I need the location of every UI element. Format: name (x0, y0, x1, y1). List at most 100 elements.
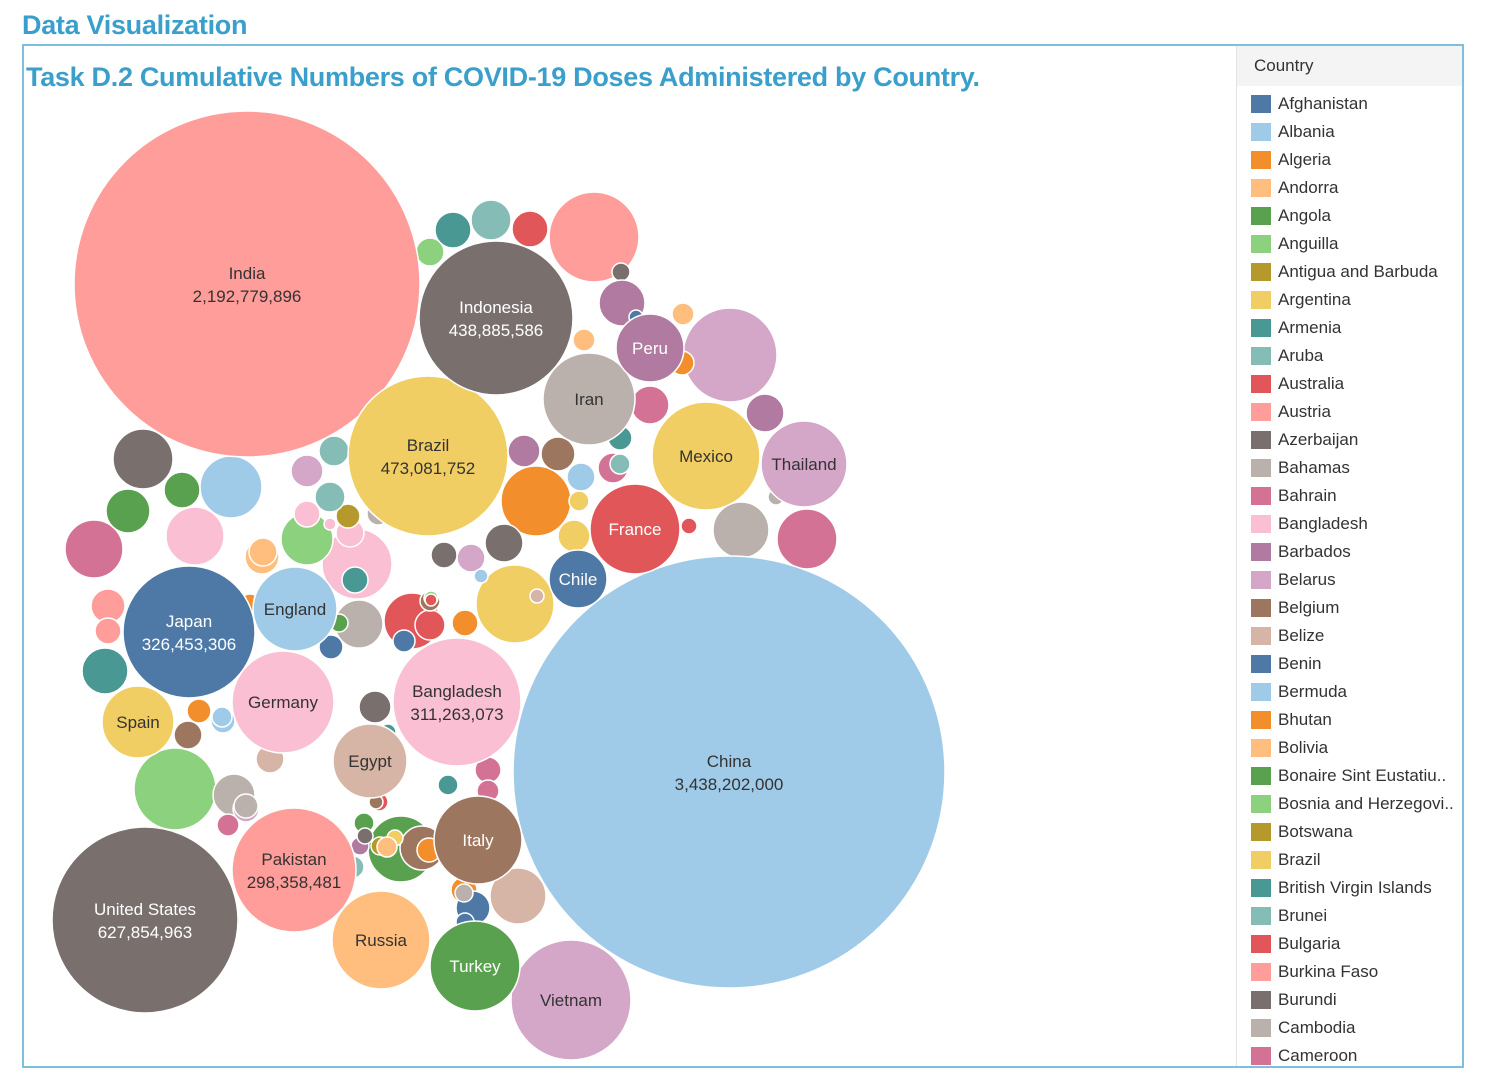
legend-item[interactable]: Cameroon (1251, 1042, 1462, 1066)
legend-item[interactable]: Bahrain (1251, 482, 1462, 510)
bubble-other[interactable] (105, 488, 151, 534)
legend-item[interactable]: Bahamas (1251, 454, 1462, 482)
legend-item[interactable]: Aruba (1251, 342, 1462, 370)
bubble-indonesia[interactable] (418, 240, 574, 396)
legend-item[interactable]: Burkina Faso (1251, 958, 1462, 986)
legend-item[interactable]: Barbados (1251, 538, 1462, 566)
bubble-germany[interactable] (231, 650, 335, 754)
bubble-other[interactable] (173, 720, 203, 750)
bubble-other[interactable] (682, 307, 778, 403)
bubble-turkey[interactable] (429, 920, 521, 1012)
bubble-pakistan[interactable] (231, 807, 357, 933)
bubble-thailand[interactable] (760, 420, 848, 508)
legend-item[interactable]: Bermuda (1251, 678, 1462, 706)
legend-item[interactable]: Anguilla (1251, 230, 1462, 258)
bubble-other[interactable] (414, 609, 446, 641)
bubble-other[interactable] (548, 191, 640, 283)
bubble-other[interactable] (392, 629, 416, 653)
bubble-other[interactable] (94, 617, 122, 645)
bubble-other[interactable] (318, 435, 350, 467)
legend-item[interactable]: Andorra (1251, 174, 1462, 202)
legend-item[interactable]: Benin (1251, 650, 1462, 678)
bubble-iran[interactable] (542, 352, 636, 446)
bubble-other[interactable] (356, 827, 374, 845)
bubble-other[interactable] (451, 609, 479, 637)
bubble-chart[interactable]: China 3,438,202,000 India 2,192,779,896 Unit… (24, 46, 1232, 1066)
bubble-other[interactable] (572, 328, 596, 352)
legend-item[interactable]: Burundi (1251, 986, 1462, 1014)
legend-item[interactable]: Brazil (1251, 846, 1462, 874)
bubble-vietnam[interactable] (510, 939, 632, 1061)
bubble-other[interactable] (484, 523, 524, 563)
legend-item[interactable]: Angola (1251, 202, 1462, 230)
bubble-other[interactable] (133, 747, 217, 831)
bubble-other[interactable] (671, 302, 695, 326)
bubble-other[interactable] (293, 500, 321, 528)
bubble-england[interactable] (252, 566, 338, 652)
bubble-other[interactable] (163, 471, 201, 509)
legend-item[interactable]: Australia (1251, 370, 1462, 398)
legend-item[interactable]: Austria (1251, 398, 1462, 426)
bubble-india[interactable] (73, 110, 421, 458)
bubble-russia[interactable] (331, 890, 431, 990)
bubble-other[interactable] (609, 453, 631, 475)
bubble-italy[interactable] (433, 795, 523, 885)
bubble-peru[interactable] (615, 313, 685, 383)
bubble-other[interactable] (745, 393, 785, 433)
bubble-other[interactable] (473, 568, 489, 584)
legend-item[interactable]: Bulgaria (1251, 930, 1462, 958)
legend-item[interactable]: Armenia (1251, 314, 1462, 342)
legend-item[interactable]: Bhutan (1251, 706, 1462, 734)
bubble-other[interactable] (112, 428, 174, 490)
legend-item[interactable]: Argentina (1251, 286, 1462, 314)
bubble-spain[interactable] (101, 685, 175, 759)
bubble-other[interactable] (318, 634, 344, 660)
bubble-other[interactable] (437, 774, 459, 796)
legend-item[interactable]: Botswana (1251, 818, 1462, 846)
bubble-other[interactable] (323, 517, 337, 531)
bubble-other[interactable] (233, 793, 259, 819)
bubble-other[interactable] (424, 593, 438, 607)
legend-item[interactable]: Afghanistan (1251, 90, 1462, 118)
bubble-other[interactable] (630, 385, 670, 425)
bubble-other[interactable] (199, 455, 263, 519)
bubble-other[interactable] (454, 883, 474, 903)
legend-item[interactable]: Bangladesh (1251, 510, 1462, 538)
bubble-other[interactable] (568, 490, 590, 512)
bubble-brazil[interactable] (347, 375, 509, 537)
bubble-chile[interactable] (548, 549, 608, 609)
bubble-other[interactable] (248, 537, 278, 567)
legend-item[interactable]: Bolivia (1251, 734, 1462, 762)
bubble-other[interactable] (611, 262, 631, 282)
bubble-other[interactable] (341, 566, 369, 594)
legend-item[interactable]: Bonaire Sint Eustatiu.. (1251, 762, 1462, 790)
bubble-other[interactable] (557, 519, 591, 553)
bubble-other[interactable] (211, 706, 233, 728)
legend-item[interactable]: Antigua and Barbuda (1251, 258, 1462, 286)
bubble-other[interactable] (81, 647, 129, 695)
bubble-japan[interactable] (122, 565, 256, 699)
legend-item[interactable]: Bosnia and Herzegovi.. (1251, 790, 1462, 818)
bubble-other[interactable] (680, 517, 698, 535)
bubble-other[interactable] (566, 462, 596, 492)
bubble-france[interactable] (589, 483, 681, 575)
legend-item[interactable]: Belarus (1251, 566, 1462, 594)
bubble-other[interactable] (470, 199, 512, 241)
bubble-other[interactable] (186, 698, 212, 724)
bubble-other[interactable] (511, 210, 549, 248)
bubble-other[interactable] (456, 543, 486, 573)
bubble-other[interactable] (376, 836, 398, 858)
legend-item[interactable]: British Virgin Islands (1251, 874, 1462, 902)
bubble-other[interactable] (475, 564, 555, 644)
bubble-egypt[interactable] (332, 723, 408, 799)
bubble-other[interactable] (507, 434, 541, 468)
bubble-other[interactable] (358, 690, 392, 724)
bubble-other[interactable] (540, 436, 576, 472)
legend-item[interactable]: Albania (1251, 118, 1462, 146)
legend-item[interactable]: Brunei (1251, 902, 1462, 930)
bubble-other[interactable] (216, 813, 240, 837)
legend-item[interactable]: Belize (1251, 622, 1462, 650)
bubble-other[interactable] (335, 503, 361, 529)
bubble-other[interactable] (529, 588, 545, 604)
bubble-china[interactable] (512, 555, 946, 989)
